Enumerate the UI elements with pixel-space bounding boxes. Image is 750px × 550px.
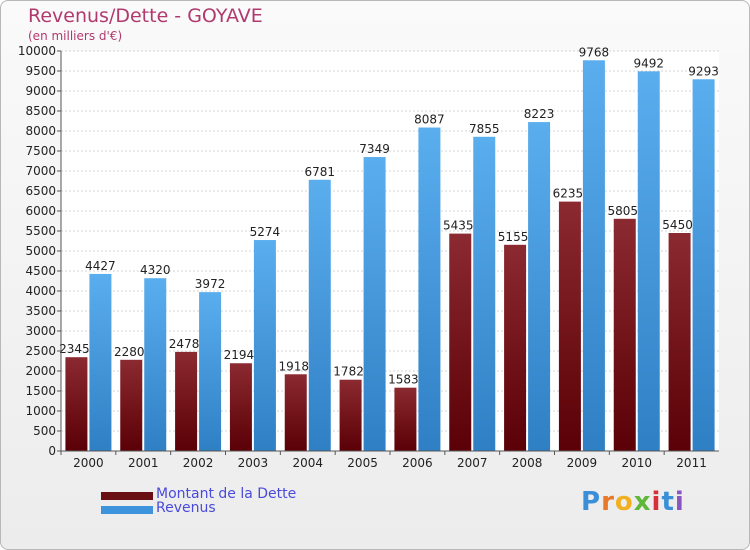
bar-dette	[504, 244, 527, 451]
bar-dette	[613, 218, 636, 451]
y-tick-label: 4000	[25, 284, 56, 298]
x-tick-label: 2004	[292, 456, 323, 470]
data-label-dette: 6235	[553, 187, 584, 201]
y-tick-label: 500	[33, 424, 56, 438]
bar-revenus	[582, 60, 605, 451]
y-tick-label: 4500	[25, 264, 56, 278]
chart-subtitle: (en milliers d'€)	[28, 29, 123, 43]
data-label-revenus: 8223	[524, 107, 555, 121]
data-label-revenus: 4320	[140, 263, 171, 277]
bar-revenus	[528, 122, 551, 451]
legend-swatch-dette	[101, 492, 153, 500]
bar-dette	[120, 359, 143, 451]
bar-revenus	[89, 273, 112, 451]
y-tick-label: 8000	[25, 124, 56, 138]
y-tick-label: 9000	[25, 84, 56, 98]
data-label-dette: 5450	[662, 218, 693, 232]
data-label-revenus: 9293	[688, 64, 719, 78]
x-tick-label: 2011	[676, 456, 707, 470]
bar-revenus	[144, 278, 167, 451]
data-label-dette: 1918	[278, 359, 309, 373]
bar-dette	[394, 387, 417, 451]
y-tick-label: 9500	[25, 64, 56, 78]
legend-label-revenus: Revenus	[156, 500, 216, 516]
y-tick-label: 7000	[25, 164, 56, 178]
bar-revenus	[199, 292, 222, 451]
data-label-revenus: 9768	[579, 45, 610, 59]
logo-letter: i	[674, 487, 685, 517]
y-tick-label: 3500	[25, 304, 56, 318]
x-tick-label: 2003	[238, 456, 269, 470]
y-tick-label: 5000	[25, 244, 56, 258]
y-tick-label: 7500	[25, 144, 56, 158]
bar-revenus	[418, 127, 441, 452]
logo-letter: P	[581, 487, 602, 517]
bar-dette	[229, 363, 252, 451]
logo-letter: o	[614, 487, 634, 517]
y-tick-label: 6000	[25, 204, 56, 218]
x-tick-label: 2008	[512, 456, 543, 470]
x-tick-label: 2007	[457, 456, 488, 470]
chart-title: Revenus/Dette - GOYAVE	[28, 5, 263, 27]
y-tick-label: 10000	[18, 44, 56, 58]
data-label-dette: 5805	[607, 204, 638, 218]
data-label-dette: 2478	[169, 337, 200, 351]
logo-letter: r	[601, 487, 615, 517]
data-label-dette: 1583	[388, 373, 419, 387]
data-label-dette: 2280	[114, 345, 145, 359]
data-label-revenus: 5274	[250, 225, 281, 239]
logo-letter: i	[651, 487, 662, 517]
y-tick-label: 6500	[25, 184, 56, 198]
x-tick-label: 2000	[73, 456, 104, 470]
bar-dette	[339, 379, 362, 451]
x-tick-label: 2010	[621, 456, 652, 470]
legend-swatch-revenus	[101, 506, 153, 514]
data-label-revenus: 3972	[195, 277, 226, 291]
bar-revenus	[363, 157, 386, 452]
proxiti-logo: Proxiti	[581, 487, 685, 517]
x-tick-label: 2002	[183, 456, 214, 470]
logo-letter: x	[633, 487, 652, 517]
bar-revenus	[253, 240, 276, 451]
x-tick-label: 2005	[347, 456, 378, 470]
data-label-dette: 2194	[224, 348, 255, 362]
bar-dette	[558, 201, 581, 451]
y-tick-label: 3000	[25, 324, 56, 338]
data-label-revenus: 7349	[359, 142, 390, 156]
bar-dette	[284, 374, 307, 451]
data-label-revenus: 6781	[304, 165, 335, 179]
data-label-revenus: 8087	[414, 113, 445, 127]
data-label-dette: 1782	[333, 365, 364, 379]
data-label-dette: 2345	[59, 342, 90, 356]
bar-dette	[449, 233, 472, 451]
y-tick-label: 0	[48, 444, 56, 458]
bar-dette	[65, 357, 88, 451]
data-label-revenus: 9492	[633, 56, 664, 70]
data-label-revenus: 4427	[85, 259, 116, 273]
x-tick-label: 2001	[128, 456, 159, 470]
x-tick-label: 2006	[402, 456, 433, 470]
x-tick-label: 2009	[567, 456, 598, 470]
y-tick-label: 8500	[25, 104, 56, 118]
y-tick-label: 2500	[25, 344, 56, 358]
y-tick-label: 2000	[25, 364, 56, 378]
bar-revenus	[308, 179, 331, 451]
bar-dette	[175, 351, 198, 451]
data-label-dette: 5435	[443, 219, 474, 233]
y-tick-label: 1000	[25, 404, 56, 418]
bar-revenus	[692, 79, 715, 451]
y-tick-label: 5500	[25, 224, 56, 238]
bar-dette	[668, 233, 691, 451]
logo-letter: t	[661, 487, 675, 517]
y-tick-label: 1500	[25, 384, 56, 398]
data-label-revenus: 7855	[469, 122, 500, 136]
bar-revenus	[637, 71, 660, 451]
bar-revenus	[473, 136, 496, 452]
data-label-dette: 5155	[498, 230, 529, 244]
legend-label-dette: Montant de la Dette	[156, 486, 297, 502]
